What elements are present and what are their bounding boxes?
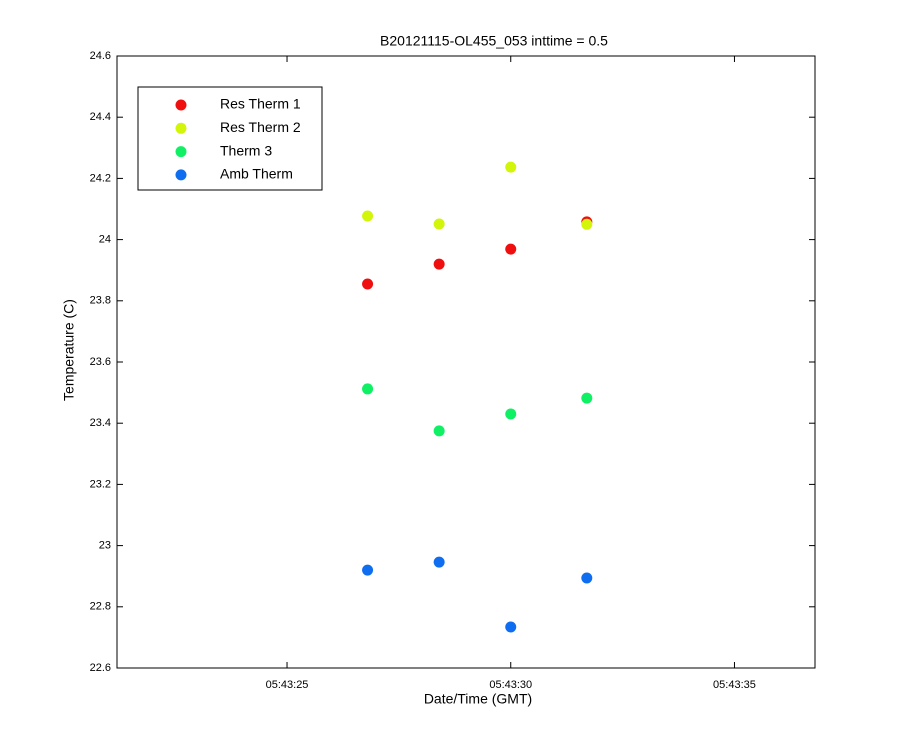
chart-title: B20121115-OL455_053 inttime = 0.5 (380, 33, 608, 49)
y-tick-label: 24 (99, 234, 111, 246)
legend-marker (175, 169, 187, 181)
point (505, 243, 517, 255)
point (581, 392, 593, 404)
legend-label: Therm 3 (220, 142, 272, 158)
x-tick-label: 05:43:30 (489, 679, 532, 691)
point (362, 210, 374, 222)
y-tick-label: 23 (99, 540, 111, 552)
point (581, 218, 593, 230)
y-tick-label: 23.4 (90, 417, 111, 429)
legend-label: Amb Therm (220, 166, 293, 182)
x-tick-label: 05:43:25 (266, 679, 309, 691)
y-axis-label: Temperature (C) (61, 299, 77, 401)
y-tick-label: 23.6 (90, 356, 111, 368)
point (433, 425, 445, 437)
legend-marker (175, 146, 187, 158)
legend-label: Res Therm 1 (220, 96, 301, 112)
point (505, 408, 517, 420)
y-tick-label: 24.2 (90, 172, 111, 184)
y-tick-label: 24.4 (90, 111, 111, 123)
point (362, 278, 374, 290)
point (505, 161, 517, 173)
legend-label: Res Therm 2 (220, 119, 301, 135)
point (505, 621, 517, 633)
point (581, 572, 593, 584)
point (433, 258, 445, 270)
y-tick-label: 23.8 (90, 295, 111, 307)
legend-marker (175, 122, 187, 134)
point (433, 218, 445, 230)
legend-marker (175, 99, 187, 111)
x-tick-label: 05:43:35 (713, 679, 756, 691)
point (362, 383, 374, 395)
y-tick-label: 22.6 (90, 662, 111, 674)
y-tick-label: 24.6 (90, 50, 111, 62)
y-tick-label: 23.2 (90, 478, 111, 490)
legend-box (137, 86, 323, 191)
y-tick-label: 22.8 (90, 601, 111, 613)
legend: Res Therm 1 Res Therm 2 Therm 3 Amb Therm (137, 86, 323, 191)
point (362, 564, 374, 576)
x-axis-label: Date/Time (GMT) (424, 691, 532, 707)
point (433, 556, 445, 568)
